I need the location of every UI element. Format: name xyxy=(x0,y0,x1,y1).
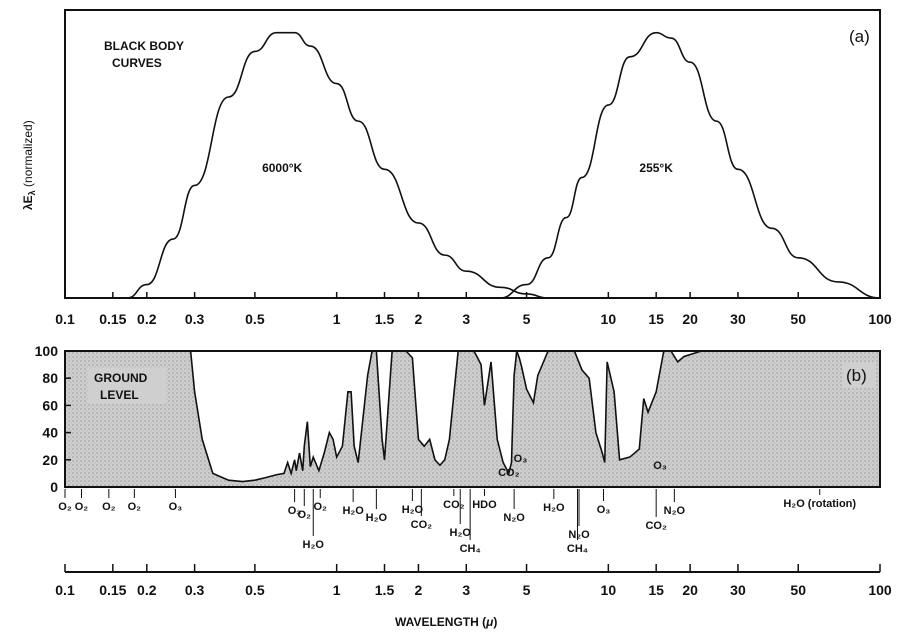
molecule-label: H₂O xyxy=(450,527,472,539)
wavelength-tick-label: 10 xyxy=(601,582,617,598)
panel-a-label: (a) xyxy=(849,27,870,46)
blackbody-curve-1 xyxy=(500,33,880,298)
axis-a-tick-label: 3 xyxy=(462,311,470,327)
molecule-label: O₂ xyxy=(314,501,328,513)
axis-a-tick-label: 50 xyxy=(790,311,806,327)
molecule-label: O₃ xyxy=(597,504,611,516)
molecule-label: H₂O xyxy=(342,505,364,517)
wavelength-tick-label: 1 xyxy=(333,582,341,598)
wavelength-tick-label: 0.2 xyxy=(137,582,157,598)
molecule-label: N₂O xyxy=(664,505,686,517)
wavelength-tick-label: 0.3 xyxy=(185,582,205,598)
panel-b-label: (b) xyxy=(846,366,867,385)
curve-label-1: 255°K xyxy=(639,161,673,175)
wavelength-tick-label: 0.15 xyxy=(99,582,126,598)
blackbody-curve-0 xyxy=(128,33,548,298)
axis-b-ytick-label: 80 xyxy=(42,370,58,386)
molecule-label: O₂ xyxy=(128,501,142,513)
wavelength-tick-label: 15 xyxy=(648,582,664,598)
wavelength-tick-label: 5 xyxy=(523,582,531,598)
axis-b-ytick-label: 100 xyxy=(35,343,59,359)
axis-b-ytick-label: 40 xyxy=(42,425,58,441)
wavelength-tick-label: 100 xyxy=(868,582,892,598)
molecule-label: O₃ xyxy=(653,460,667,472)
wavelength-tick-label: 20 xyxy=(682,582,698,598)
axis-a-tick-label: 2 xyxy=(415,311,423,327)
axis-b-ytick-label: 20 xyxy=(42,452,58,468)
axis-a-tick-label: 30 xyxy=(730,311,746,327)
ground-level-line1: GROUND xyxy=(94,371,148,385)
molecule-label: O₂ xyxy=(58,501,72,513)
axis-a-tick-label: 20 xyxy=(682,311,698,327)
axis-a-tick-label: 0.3 xyxy=(185,311,205,327)
molecule-label: CO₂ xyxy=(411,519,433,531)
molecule-label: H₂O xyxy=(303,539,325,551)
panel-a-title-line1: BLACK BODY xyxy=(104,39,184,53)
axis-a-tick-label: 10 xyxy=(601,311,617,327)
panel-a-frame xyxy=(65,10,880,298)
molecule-label: O₂ xyxy=(102,501,116,513)
molecule-label: CH₄ xyxy=(567,543,588,555)
molecule-label: CO₂ xyxy=(498,467,520,479)
axis-a-tick-label: 0.1 xyxy=(55,311,75,327)
panel-b-background xyxy=(65,351,880,487)
molecule-label: CO₂ xyxy=(443,499,465,511)
axis-a-tick-label: 1 xyxy=(333,311,341,327)
molecule-label: H₂O (rotation) xyxy=(783,498,856,510)
wavelength-tick-label: 3 xyxy=(462,582,470,598)
molecule-label: CH₄ xyxy=(460,543,481,555)
wavelength-tick-label: 0.5 xyxy=(245,582,265,598)
axis-a-tick-label: 5 xyxy=(523,311,531,327)
axis-a-tick-label: 0.15 xyxy=(99,311,126,327)
axis-a-tick-label: 100 xyxy=(868,311,892,327)
molecule-label: N₂O xyxy=(503,512,525,524)
wavelength-tick-label: 0.1 xyxy=(55,582,75,598)
axis-a-tick-label: 15 xyxy=(648,311,664,327)
ylabel-a: λEλ (normalized) xyxy=(21,120,37,210)
axis-a-tick-label: 1.5 xyxy=(375,311,395,327)
molecule-label: O₃ xyxy=(169,501,183,513)
axis-b-ytick-label: 60 xyxy=(42,397,58,413)
wavelength-tick-label: 30 xyxy=(730,582,746,598)
axis-a-tick-label: 0.5 xyxy=(245,311,265,327)
xlabel-wavelength: WAVELENGTH (μ) xyxy=(395,615,497,629)
molecule-label: CO₂ xyxy=(645,520,667,532)
curve-label-0: 6000°K xyxy=(262,161,302,175)
molecule-label: HDO xyxy=(472,499,497,511)
molecule-label: H₂O xyxy=(366,512,388,524)
molecule-label: H₂O xyxy=(543,502,565,514)
panel-a-title-line2: CURVES xyxy=(112,56,162,70)
wavelength-tick-label: 50 xyxy=(790,582,806,598)
axis-b-ytick-label: 0 xyxy=(50,479,58,495)
molecule-label: O₂ xyxy=(298,509,312,521)
axis-a-tick-label: 0.2 xyxy=(137,311,157,327)
molecule-label: O₃ xyxy=(514,453,528,465)
ground-level-line2: LEVEL xyxy=(100,388,139,402)
molecule-label: H₂O xyxy=(402,504,424,516)
molecule-label: N₂O xyxy=(568,529,590,541)
molecule-label: O₂ xyxy=(75,501,89,513)
wavelength-tick-label: 2 xyxy=(415,582,423,598)
wavelength-tick-label: 1.5 xyxy=(375,582,395,598)
